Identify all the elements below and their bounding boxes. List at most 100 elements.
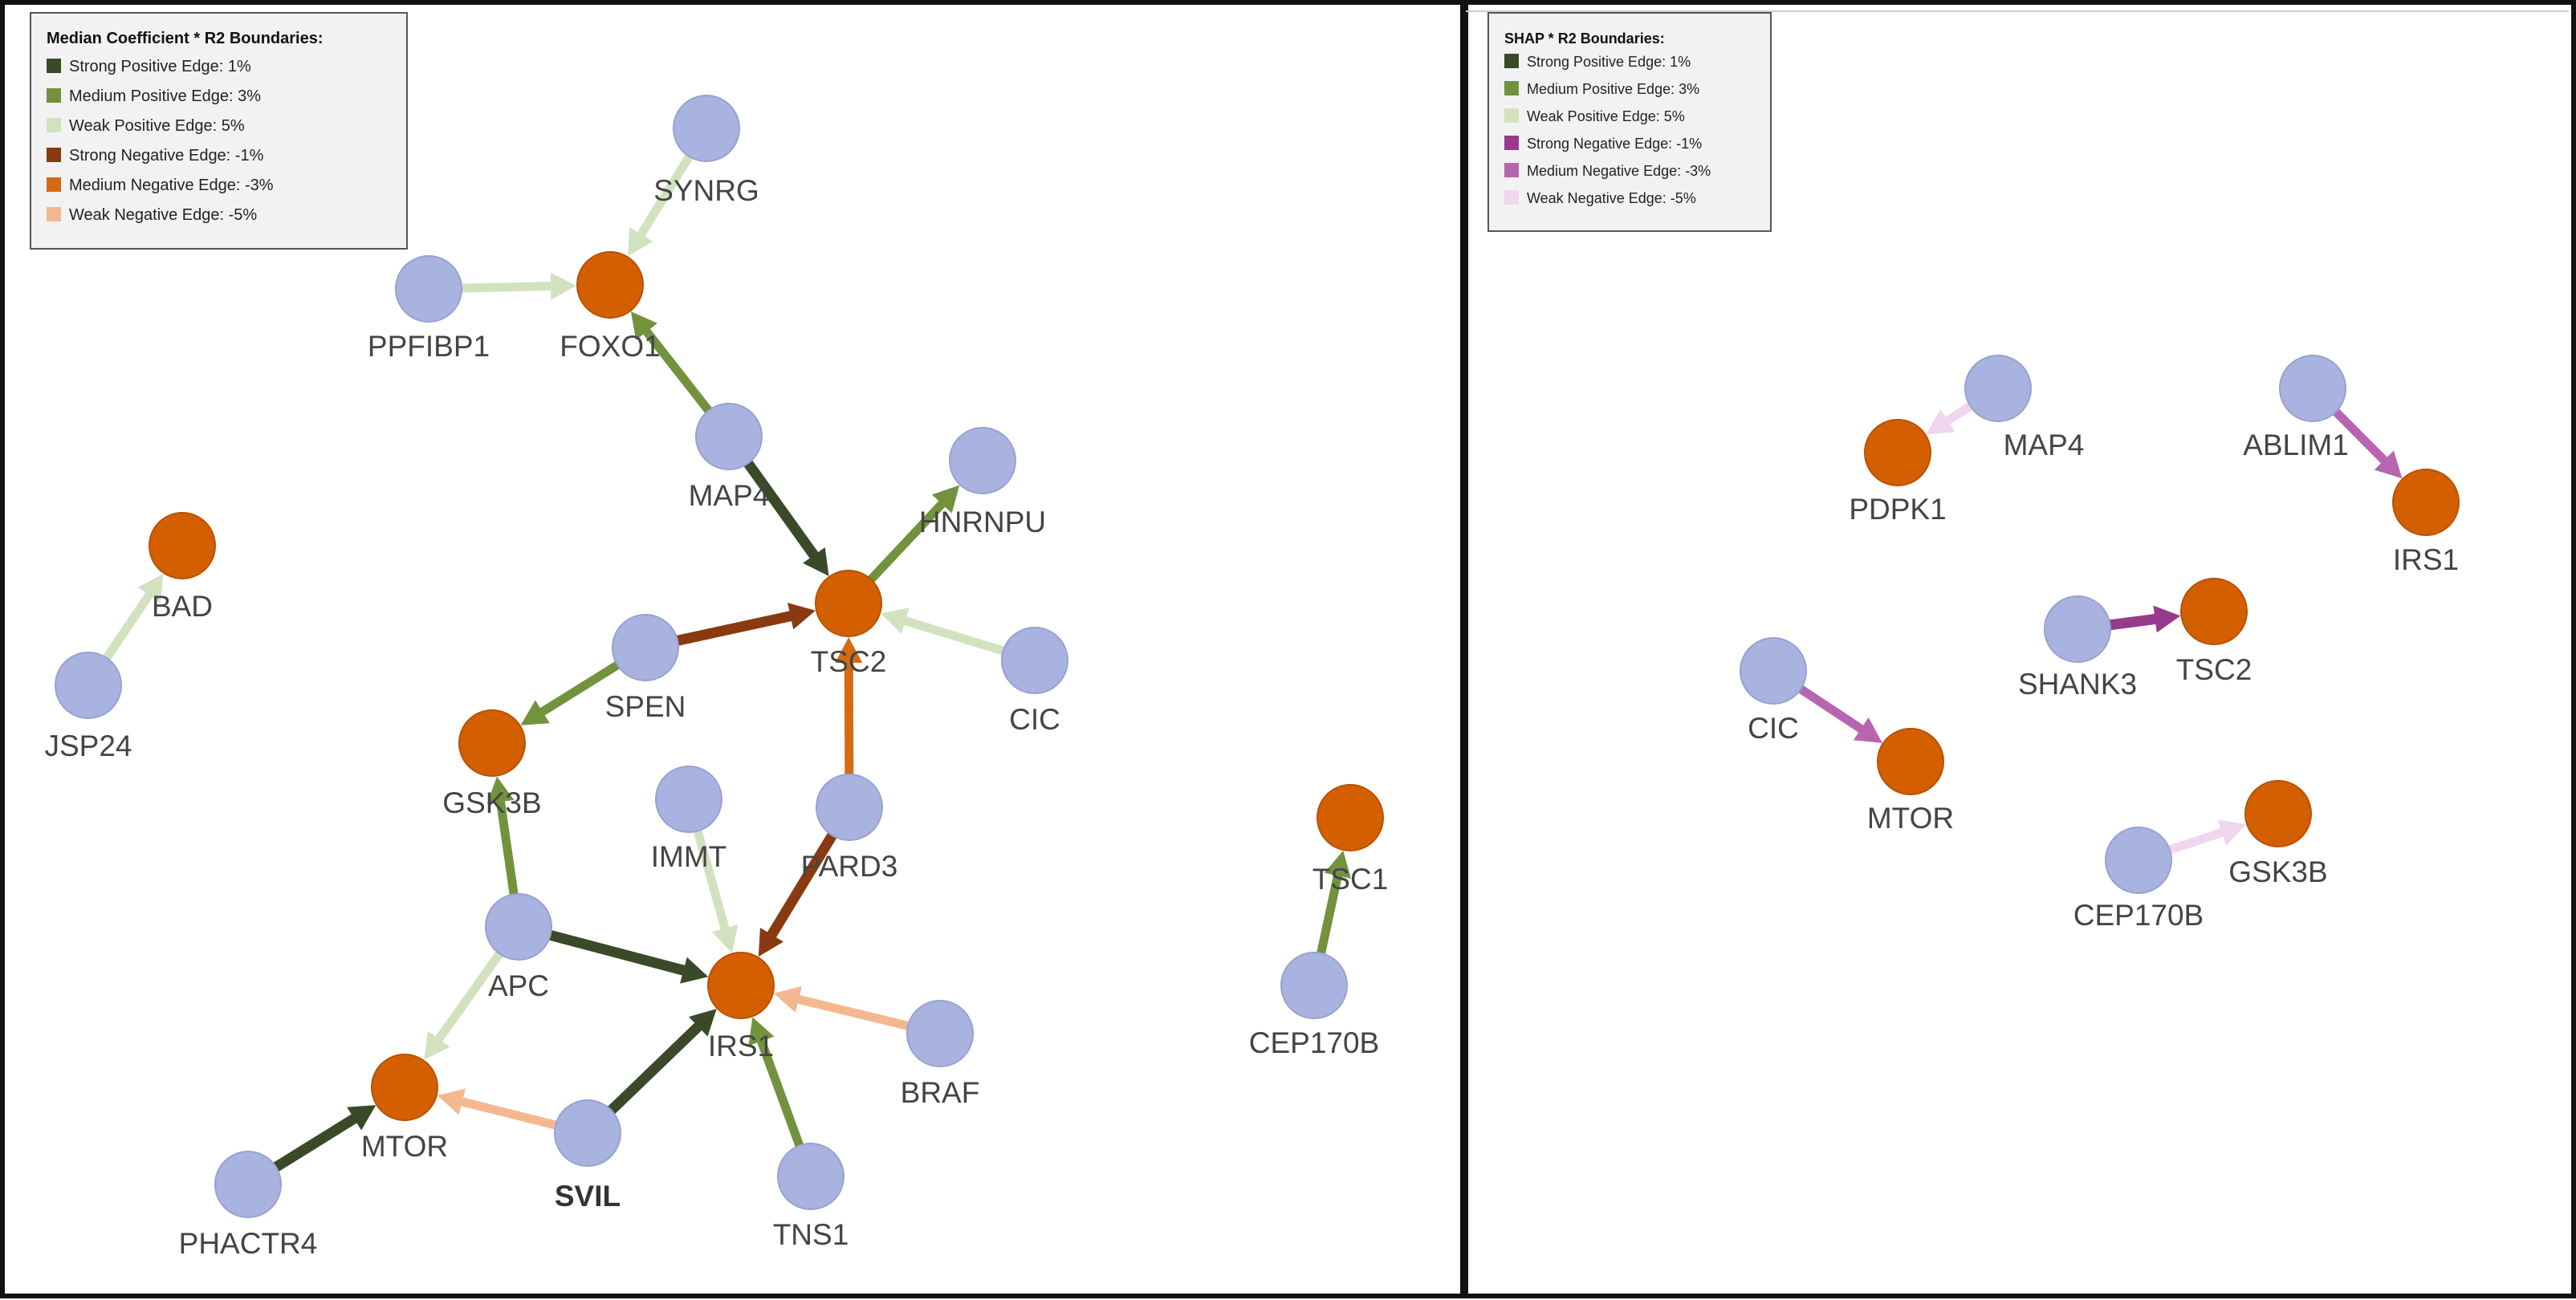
edge-arrowhead bbox=[2217, 819, 2247, 846]
legend-item-label: Medium Negative Edge: -3% bbox=[69, 177, 274, 194]
node-label-ablim1: ABLIM1 bbox=[2243, 429, 2349, 461]
legend-item-label: Weak Negative Edge: -5% bbox=[69, 206, 257, 224]
legend-swatch bbox=[47, 177, 61, 192]
edge-arrowhead bbox=[630, 311, 658, 340]
edge-arrowhead bbox=[486, 776, 515, 804]
edge-arrowhead bbox=[2374, 450, 2403, 479]
node-pdpk1[interactable] bbox=[1864, 419, 1931, 486]
node-irs1[interactable] bbox=[2392, 469, 2460, 536]
edge-arrowhead bbox=[758, 927, 783, 957]
node-gsk3b[interactable] bbox=[458, 709, 526, 777]
edge-arrowhead bbox=[628, 227, 653, 257]
node-label-shank3: SHANK3 bbox=[2018, 668, 2137, 701]
node-cep170b[interactable] bbox=[2105, 827, 2172, 894]
node-svil[interactable] bbox=[554, 1099, 621, 1167]
node-cic[interactable] bbox=[1740, 637, 1807, 705]
edge-arrowhead bbox=[1926, 408, 1955, 435]
right-label-layer: MAP4 PDPK1 ABLIM1 IRS1 SHANK3 TSC2 CIC MTOR CEP1… bbox=[1748, 429, 2459, 932]
node-label-map4: MAP4 bbox=[2004, 429, 2085, 461]
node-label-bad: BAD bbox=[152, 590, 213, 623]
legend-swatch bbox=[47, 118, 61, 132]
node-label-cep170b: CEP170B bbox=[1249, 1026, 1380, 1059]
node-label-braf: BRAF bbox=[901, 1076, 980, 1109]
node-jsp24[interactable] bbox=[55, 652, 122, 719]
edge-arrowhead bbox=[437, 1088, 466, 1115]
edge-arrowhead bbox=[688, 1009, 717, 1037]
node-irs1[interactable] bbox=[707, 952, 775, 1019]
node-tsc2[interactable] bbox=[815, 570, 882, 637]
left-label-layer: SYNRG PPFIBP1 FOXO1 MAP4 HNRNPU TSC2 SPEN CIC GS… bbox=[44, 174, 1388, 1260]
edge-arrowhead bbox=[680, 957, 709, 984]
edge-arrowhead bbox=[1324, 851, 1352, 879]
node-synrg[interactable] bbox=[673, 95, 740, 162]
legend-swatch bbox=[47, 88, 61, 103]
node-label-cic: CIC bbox=[1748, 712, 1799, 745]
node-label-pdpk1: PDPK1 bbox=[1849, 493, 1946, 526]
legend-item-label: Medium Positive Edge: 3% bbox=[69, 87, 261, 105]
node-label-tsc1: TSC1 bbox=[1312, 863, 1389, 896]
node-spen[interactable] bbox=[612, 614, 679, 681]
legend-swatch bbox=[1504, 81, 1519, 95]
node-apc[interactable] bbox=[485, 893, 552, 961]
node-label-tns1: TNS1 bbox=[773, 1218, 849, 1251]
node-ablim1[interactable] bbox=[2279, 355, 2346, 422]
node-cic[interactable] bbox=[1001, 627, 1068, 694]
node-ppfibp1[interactable] bbox=[395, 255, 462, 323]
legend-swatch bbox=[1504, 163, 1519, 177]
edge-arrowhead bbox=[748, 1017, 775, 1046]
node-gsk3b[interactable] bbox=[2244, 780, 2312, 847]
legend-box bbox=[1487, 12, 1772, 232]
node-map4[interactable] bbox=[1964, 355, 2032, 422]
right-network-panel: MAP4 PDPK1 ABLIM1 IRS1 SHANK3 TSC2 CIC MTOR CEP1… bbox=[1487, 12, 2460, 932]
node-foxo1[interactable] bbox=[576, 251, 644, 319]
node-bad[interactable] bbox=[149, 512, 216, 579]
legend-swatch bbox=[1504, 190, 1519, 205]
node-immt[interactable] bbox=[655, 766, 722, 833]
node-tns1[interactable] bbox=[777, 1143, 844, 1210]
node-mtor[interactable] bbox=[371, 1054, 438, 1121]
node-label-jsp24: JSP24 bbox=[44, 729, 132, 762]
left-legend: Median Coefficient * R2 Boundaries: Stron… bbox=[30, 12, 408, 250]
node-label-tsc2: TSC2 bbox=[811, 645, 887, 678]
node-label-spen: SPEN bbox=[605, 690, 686, 723]
legend-item-label: Weak Positive Edge: 5% bbox=[69, 117, 245, 135]
node-label-irs1: IRS1 bbox=[708, 1030, 774, 1062]
node-shank3[interactable] bbox=[2044, 595, 2111, 663]
edge-arrowhead bbox=[931, 485, 960, 514]
node-label-phactr4: PHACTR4 bbox=[179, 1227, 318, 1260]
node-map4[interactable] bbox=[695, 403, 763, 470]
edge-arrowhead bbox=[787, 603, 816, 630]
node-pard3[interactable] bbox=[816, 774, 883, 841]
legend-item-label: Strong Negative Edge: -1% bbox=[69, 147, 264, 165]
edge-arrowhead bbox=[550, 272, 577, 300]
node-phactr4[interactable] bbox=[214, 1151, 282, 1218]
node-tsc2[interactable] bbox=[2180, 578, 2248, 645]
edge-arrowhead bbox=[773, 985, 802, 1013]
node-label-gsk3b: GSK3B bbox=[442, 786, 541, 819]
node-braf[interactable] bbox=[906, 1000, 974, 1067]
edge-arrowhead bbox=[137, 573, 164, 603]
node-cep170b[interactable] bbox=[1280, 952, 1348, 1019]
edge-arrowhead bbox=[424, 1030, 450, 1060]
legend-swatch bbox=[1504, 108, 1519, 123]
legend-item-label: Strong Negative Edge: -1% bbox=[1527, 136, 1702, 152]
edge-arrowhead bbox=[711, 924, 739, 953]
left-node-layer bbox=[55, 95, 1384, 1218]
node-label-apc: APC bbox=[488, 969, 549, 1002]
legend-item-label: Weak Positive Edge: 5% bbox=[1527, 108, 1685, 124]
edge-arrowhead bbox=[881, 607, 910, 634]
node-label-pard3: PARD3 bbox=[801, 850, 898, 883]
node-label-svil: SVIL bbox=[555, 1180, 621, 1213]
node-label-irs1: IRS1 bbox=[2393, 543, 2459, 576]
node-tsc1[interactable] bbox=[1316, 784, 1384, 851]
node-label-tsc2: TSC2 bbox=[2176, 653, 2252, 686]
legend-item-label: Strong Positive Edge: 1% bbox=[69, 58, 251, 75]
edge-arrowhead bbox=[520, 700, 550, 725]
node-label-ppfibp1: PPFIBP1 bbox=[368, 330, 490, 363]
node-label-immt: IMMT bbox=[651, 840, 727, 873]
node-mtor[interactable] bbox=[1877, 728, 1944, 795]
node-label-map4: MAP4 bbox=[689, 479, 770, 512]
node-hnrnpu[interactable] bbox=[949, 427, 1016, 494]
node-label-cic: CIC bbox=[1009, 703, 1060, 736]
left-network-panel: SYNRG PPFIBP1 FOXO1 MAP4 HNRNPU TSC2 SPEN CIC GS… bbox=[30, 12, 1388, 1260]
